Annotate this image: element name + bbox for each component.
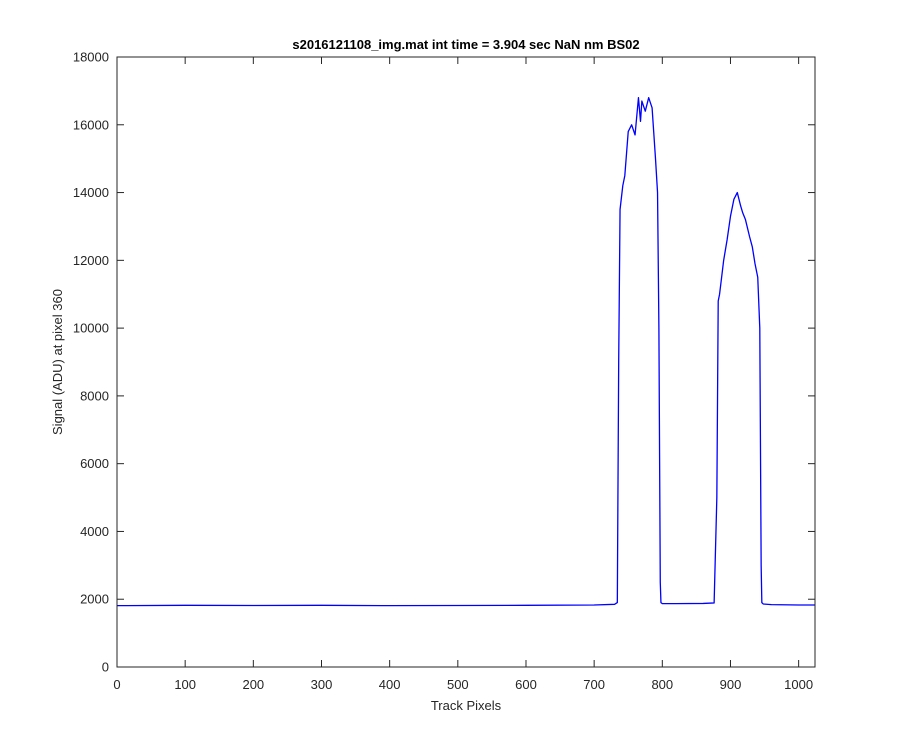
x-tick-label: 800 <box>651 677 673 692</box>
x-tick-label: 200 <box>242 677 264 692</box>
x-tick-label: 400 <box>379 677 401 692</box>
y-axis-label: Signal (ADU) at pixel 360 <box>50 289 65 435</box>
y-tick-label: 2000 <box>80 592 109 607</box>
axes-box <box>116 56 816 668</box>
series-line <box>116 97 815 607</box>
x-tick-label: 300 <box>311 677 333 692</box>
x-tick-label: 900 <box>720 677 742 692</box>
y-tick-label: 14000 <box>73 185 109 200</box>
x-axis: 0 100 200 300 400 500 600 700 800 900 1000 <box>113 57 813 692</box>
y-axis: 0 2000 4000 6000 8000 10000 12000 14000 16000 180… <box>73 50 815 675</box>
x-tick-label: 500 <box>447 677 469 692</box>
y-tick-label: 18000 <box>73 50 109 65</box>
y-tick-label: 12000 <box>73 253 109 268</box>
x-tick-label: 1000 <box>784 677 813 692</box>
x-tick-label: 100 <box>174 677 196 692</box>
y-tick-label: 8000 <box>80 388 109 403</box>
plot-area <box>117 57 815 667</box>
data-layer <box>116 97 815 607</box>
x-tick-label: 700 <box>583 677 605 692</box>
x-tick-label: 0 <box>113 677 120 692</box>
chart-title: s2016121108_img.mat int time = 3.904 sec… <box>292 37 639 52</box>
x-axis-label: Track Pixels <box>431 698 502 713</box>
y-tick-label: 4000 <box>80 524 109 539</box>
y-tick-label: 6000 <box>80 456 109 471</box>
y-tick-label: 0 <box>102 660 109 675</box>
x-tick-label: 600 <box>515 677 537 692</box>
y-tick-label: 16000 <box>73 117 109 132</box>
y-tick-label: 10000 <box>73 321 109 336</box>
